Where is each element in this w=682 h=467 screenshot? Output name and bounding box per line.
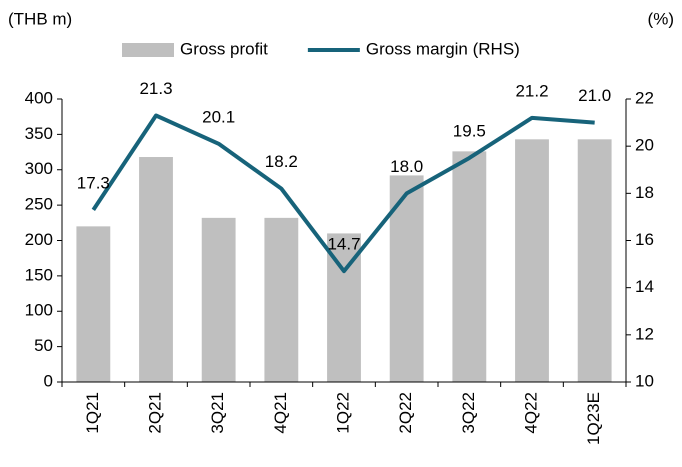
x-tick-label: 1Q21 — [83, 392, 102, 434]
data-label: 21.0 — [578, 86, 611, 105]
y-tick-label: 50 — [34, 336, 53, 355]
x-tick-label: 4Q22 — [521, 392, 540, 434]
data-label: 21.2 — [515, 81, 548, 100]
y-tick-label: 150 — [25, 265, 53, 284]
data-label: 19.5 — [453, 121, 486, 140]
legend-label: Gross profit — [180, 39, 268, 58]
bar — [577, 139, 612, 382]
y2-axis-label: (%) — [648, 9, 674, 28]
y-tick-label: 200 — [25, 230, 53, 249]
x-tick-label: 1Q22 — [333, 392, 352, 434]
legend-label: Gross margin (RHS) — [366, 39, 520, 58]
y2-tick-label: 18 — [635, 183, 654, 202]
y-tick-label: 0 — [44, 371, 53, 390]
data-label: 18.0 — [390, 157, 423, 176]
bar — [515, 139, 549, 382]
y2-tick-label: 22 — [635, 88, 654, 107]
y2-tick-label: 10 — [635, 371, 654, 390]
bar — [452, 151, 487, 382]
y-tick-label: 100 — [25, 301, 53, 320]
x-tick-label: 4Q21 — [271, 392, 290, 434]
y2-tick-label: 20 — [635, 136, 654, 155]
y-tick-label: 400 — [25, 88, 53, 107]
x-tick-label: 2Q22 — [396, 392, 415, 434]
y-tick-label: 300 — [25, 159, 53, 178]
legend-swatch — [122, 43, 174, 57]
x-tick-label: 3Q21 — [208, 392, 227, 434]
data-label: 14.7 — [327, 235, 360, 254]
x-tick-label: 2Q21 — [145, 392, 164, 434]
bar — [201, 217, 236, 382]
bar — [139, 157, 173, 382]
bar — [76, 226, 111, 382]
data-label: 20.1 — [202, 107, 235, 126]
y2-tick-label: 14 — [635, 277, 654, 296]
line — [91, 113, 595, 274]
y2-tick-label: 16 — [635, 230, 654, 249]
x-tick-label: 3Q22 — [459, 392, 478, 434]
y-tick-label: 350 — [25, 124, 53, 143]
y2-tick-label: 12 — [635, 324, 654, 343]
data-label: 18.2 — [265, 152, 298, 171]
data-label: 21.3 — [139, 79, 172, 98]
y-axis-label: (THB m) — [8, 9, 72, 28]
y-tick-label: 250 — [25, 195, 53, 214]
data-label: 17.3 — [77, 173, 110, 192]
x-tick-label: 1Q23E — [584, 392, 603, 445]
bar — [264, 217, 299, 382]
